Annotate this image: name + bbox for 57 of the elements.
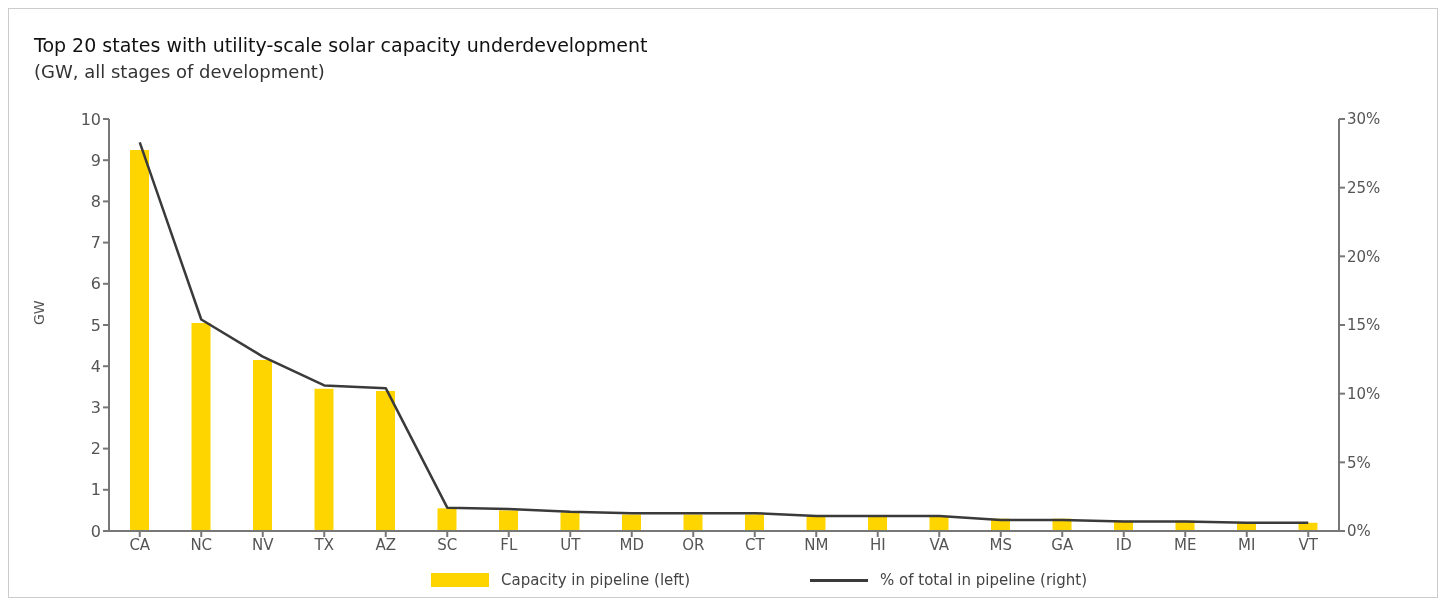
x-tick-label: HI [869,535,886,554]
bar [499,510,518,531]
x-tick-label: AZ [375,535,397,554]
y2-tick-label: 25% [1347,178,1381,197]
bar [683,514,703,531]
bar [253,360,272,531]
x-tick-label: ID [1115,535,1132,554]
bar [745,514,764,531]
y2-tick-label: 20% [1347,247,1381,266]
y2-tick-label: 5% [1347,453,1371,472]
legend-label: % of total in pipeline (right) [880,571,1088,589]
y-tick-label: 9 [90,150,101,170]
x-tick-label: MD [619,535,644,554]
bar [376,390,395,531]
bar [560,512,580,531]
y-tick-label: 7 [90,233,101,253]
y-tick-label: 1 [90,480,101,500]
y-tick-label: 6 [90,274,101,294]
y2-tick-label: 0% [1347,522,1371,541]
x-tick-label: NC [190,535,213,554]
y-axis-title: GW [30,300,47,325]
y-tick-label: 0 [90,521,101,541]
x-tick-label: CA [129,535,151,554]
x-tick-label: CT [744,535,766,554]
x-tick-label: ME [1174,535,1197,554]
x-tick-label: MS [989,535,1012,554]
x-tick-label: GA [1051,535,1074,554]
chart-subtitle: (GW, all stages of development) [34,61,325,82]
bar [437,508,457,531]
y2-tick-label: 15% [1347,316,1381,335]
chart-title: Top 20 states with utility-scale solar capacity underdevelopment [34,34,648,56]
y-tick-label: 8 [90,192,101,212]
y-tick-label: 5 [90,315,101,335]
x-tick-label: VA [929,535,950,554]
x-tick-label: VT [1298,535,1319,554]
y-tick-label: 10 [80,109,101,129]
bar [622,514,641,531]
x-tick-label: NM [804,535,829,554]
x-tick-label: NV [252,535,275,554]
bar [130,149,149,531]
x-tick-label: SC [437,535,458,554]
legend-label: Capacity in pipeline (left) [500,571,691,589]
x-tick-label: OR [682,535,705,554]
y-tick-label: 2 [90,439,101,459]
y2-tick-label: 10% [1347,384,1381,403]
x-tick-label: FL [500,535,518,554]
bar [806,516,826,531]
line-series [138,141,1310,525]
bar [868,516,887,531]
y2-tick-label: 30% [1347,110,1381,129]
x-tick-label: MI [1238,535,1256,554]
y-tick-label: 3 [90,398,101,418]
y-tick-label: 4 [90,356,101,376]
x-tick-label: TX [313,535,334,554]
bar [314,388,334,531]
x-tick-label: UT [560,535,582,554]
bar [191,322,211,531]
